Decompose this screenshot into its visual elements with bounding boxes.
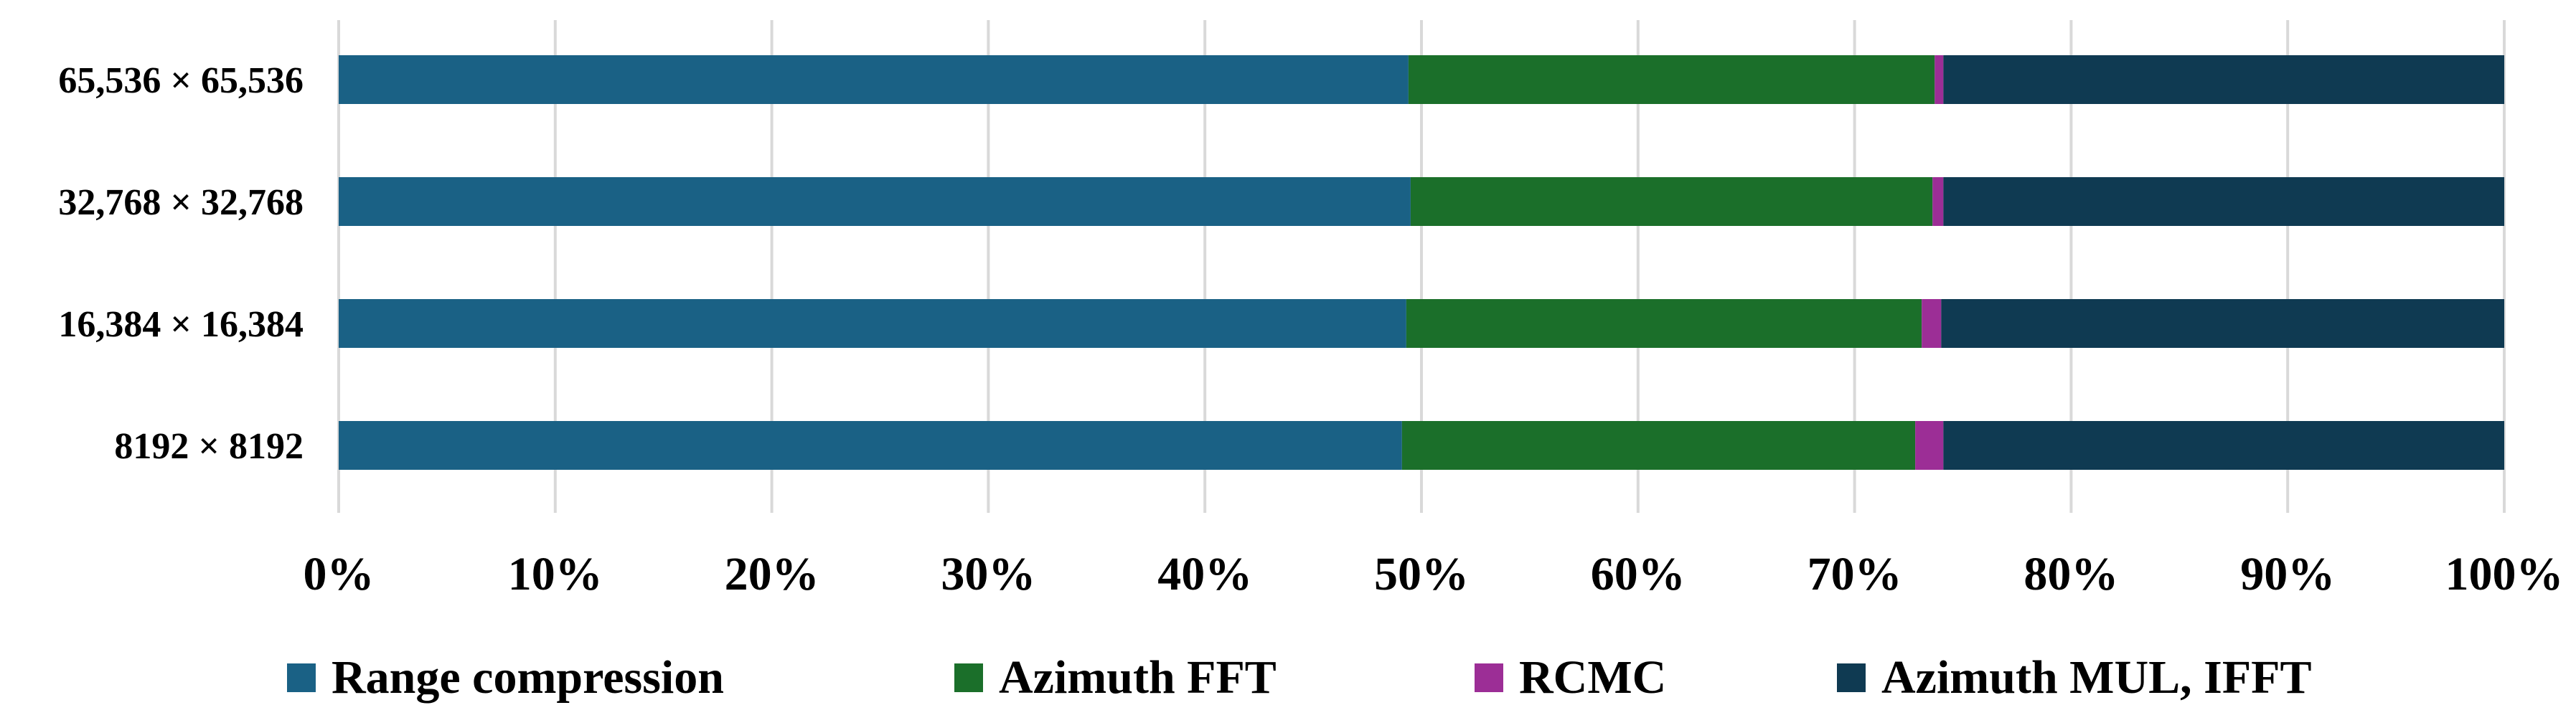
bar-segment [339,421,1402,470]
x-tick-label: 70% [1808,548,1902,600]
x-tick-labels: 0% 10% 20% 30% 40% 50% 60% 70% 80% 90% 100% [304,548,2564,600]
legend-label: Range compression [332,651,724,704]
x-tick-label: 10% [508,548,603,600]
x-tick-label: 90% [2240,548,2335,600]
legend-label: Azimuth FFT [999,651,1277,704]
legend-swatch [954,663,983,692]
bars [339,55,2504,470]
bar-segment [339,55,1409,104]
legend: Range compression Azimuth FFT RCMC Azimuth … [287,651,2311,704]
x-tick-label: 80% [2023,548,2118,600]
category-label: 65,536 × 65,536 [58,60,304,101]
x-tick-label: 100% [2445,548,2564,600]
category-label: 32,768 × 32,768 [58,182,304,223]
x-tick-label: 50% [1374,548,1469,600]
bar-segment [1922,299,1942,348]
x-tick-label: 30% [941,548,1035,600]
bar-segment [1932,177,1944,226]
x-tick-label: 40% [1157,548,1252,600]
bar-segment [1408,55,1935,104]
category-label: 8192 × 8192 [114,426,304,467]
bar-segment [1943,55,2504,104]
bar-segment [1935,55,1944,104]
x-tick-label: 0% [304,548,375,600]
category-label: 16,384 × 16,384 [58,304,304,345]
legend-swatch [1475,663,1503,692]
bar-segment [1406,299,1922,348]
legend-label: Azimuth MUL, IFFT [1881,651,2311,704]
bar-segment [1943,421,2504,470]
bar-segment [1401,421,1916,470]
bar-segment [339,177,1411,226]
category-labels: 65,536 × 65,536 32,768 × 32,768 16,384 × 1… [58,60,304,467]
bar-segment [1941,299,2504,348]
bar-segment [1943,177,2504,226]
legend-swatch [287,663,316,692]
bar-segment [339,299,1406,348]
legend-label: RCMC [1519,651,1666,704]
legend-swatch [1837,663,1866,692]
bar-segment [1410,177,1933,226]
bar-segment [1915,421,1944,470]
x-tick-label: 60% [1591,548,1686,600]
x-tick-label: 20% [725,548,819,600]
